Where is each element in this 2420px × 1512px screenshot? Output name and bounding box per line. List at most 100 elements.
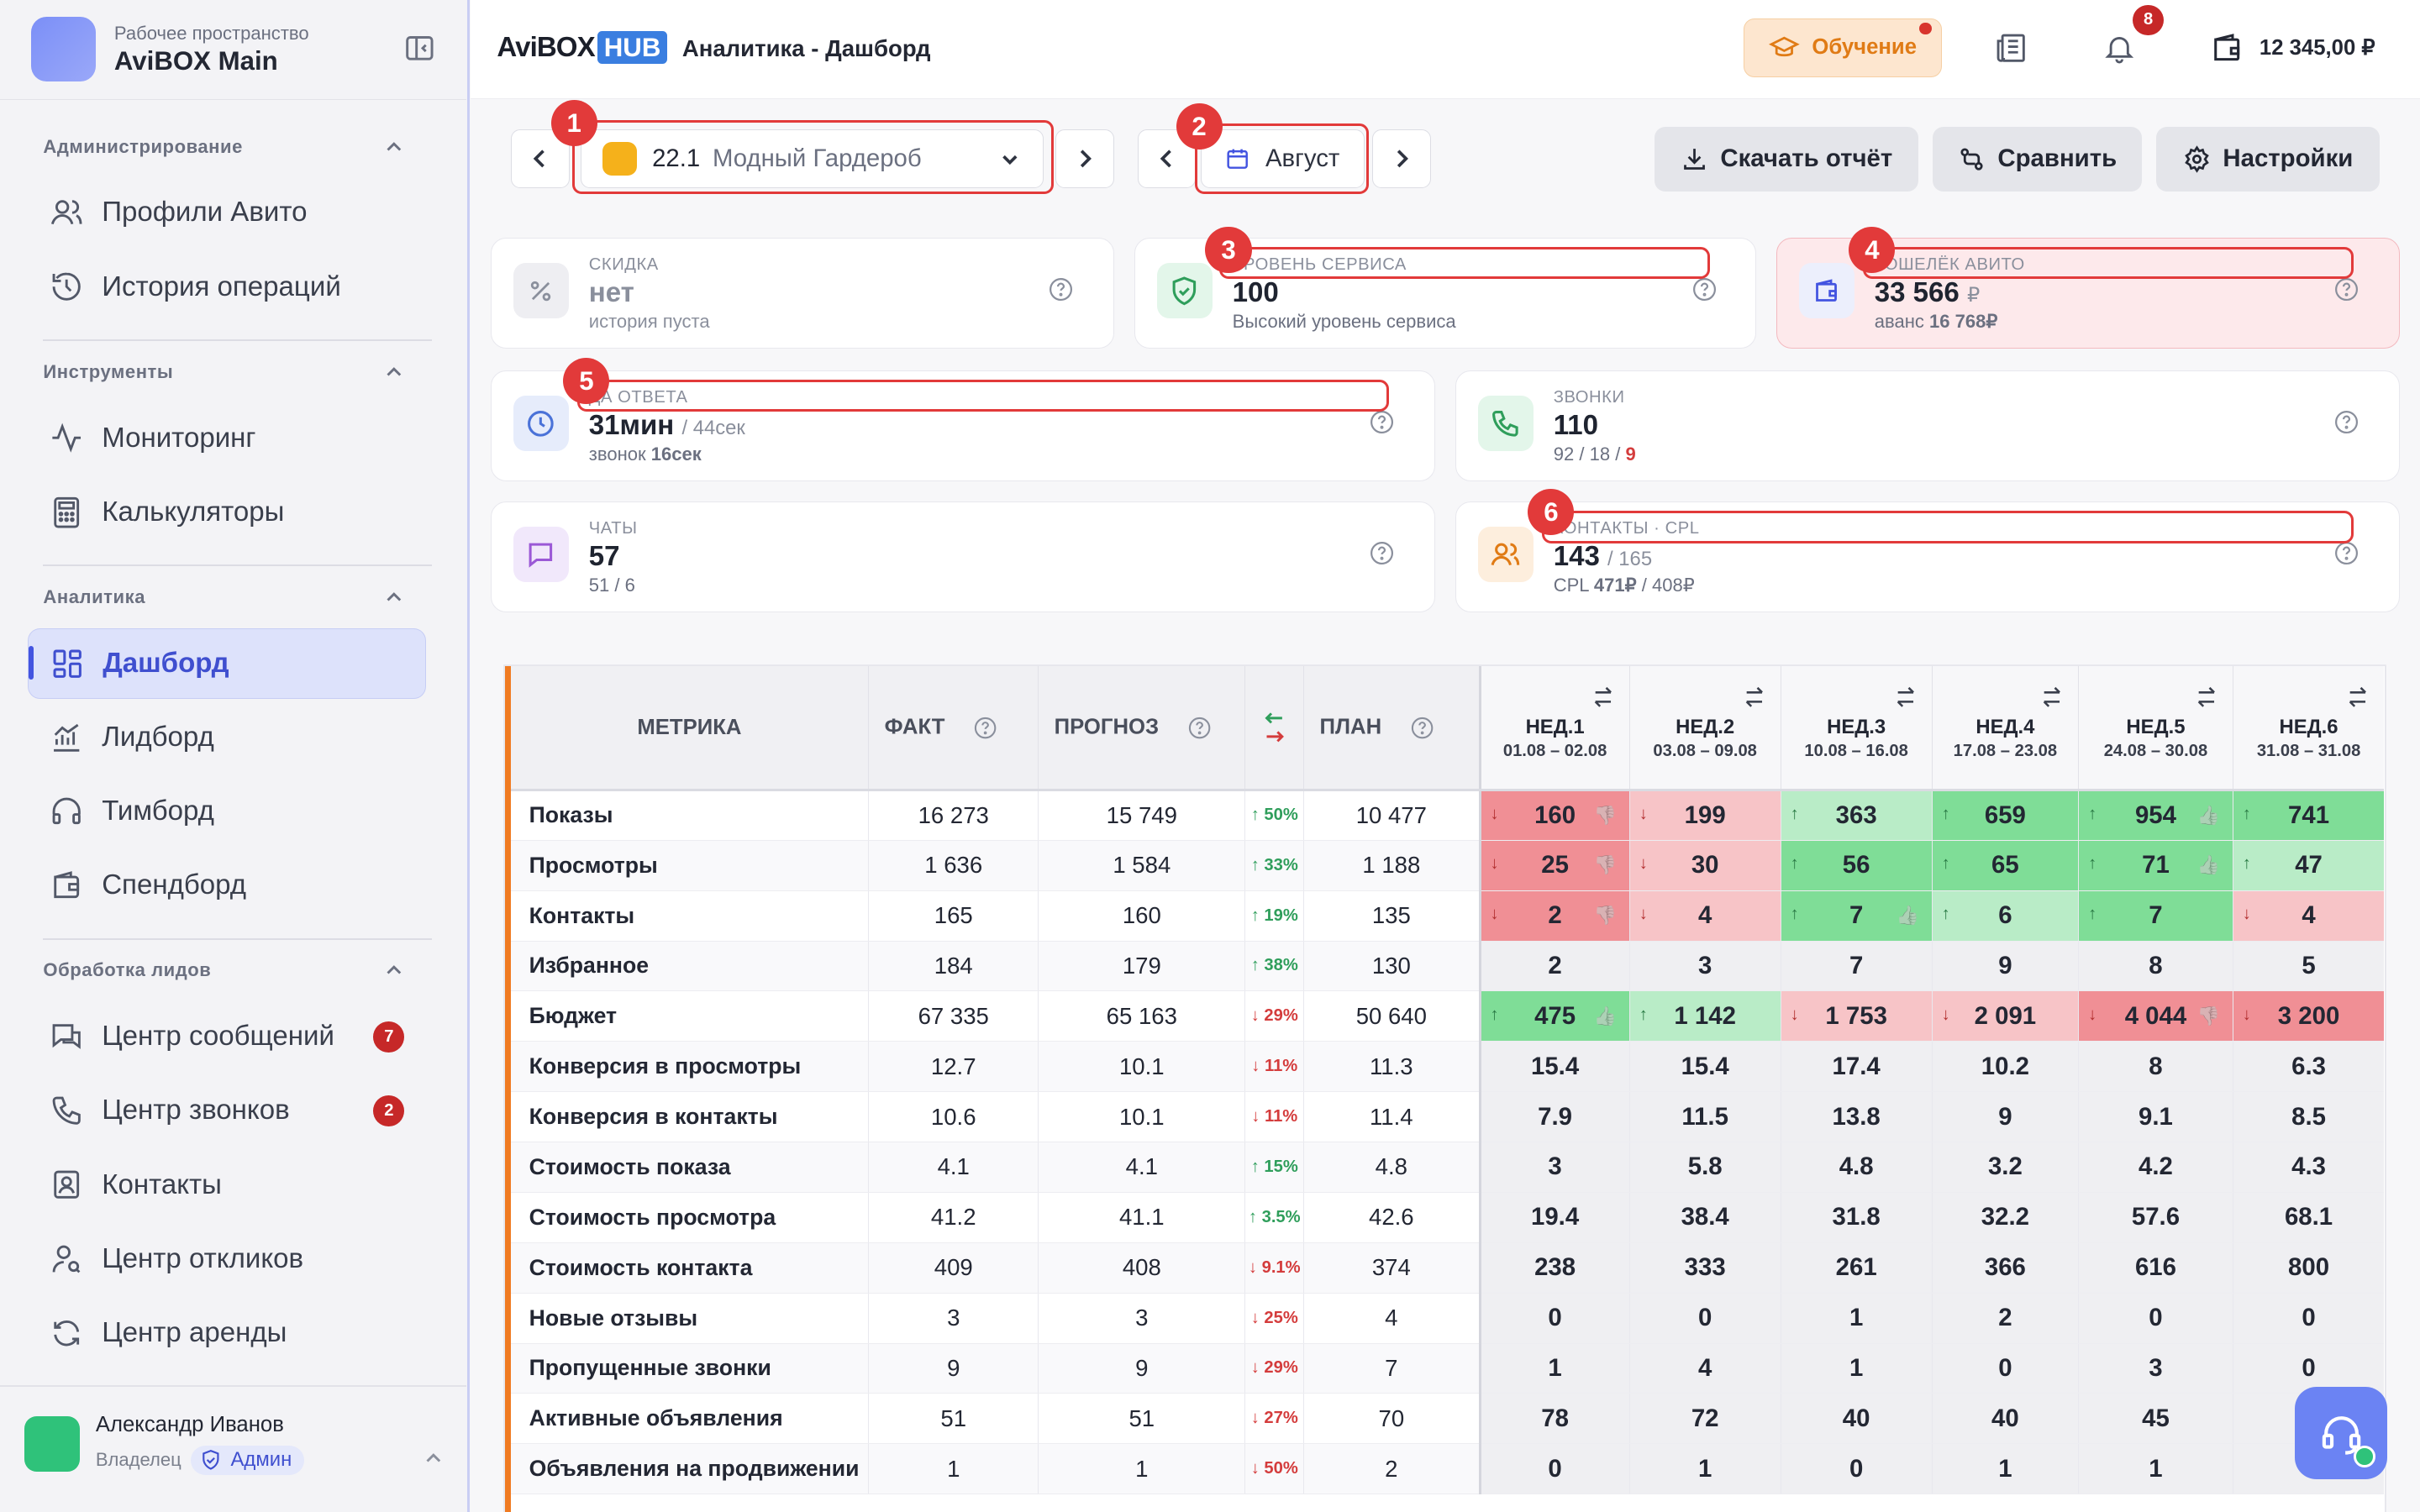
help-icon[interactable] <box>2333 408 2360 436</box>
swap-icon[interactable] <box>1592 686 1614 708</box>
user-profile[interactable]: Александр Иванов Владелец Админ <box>24 1413 304 1475</box>
help-icon <box>1188 717 1211 738</box>
compare-button[interactable]: Сравнить <box>1932 126 2143 192</box>
column-header-week[interactable]: НЕД.2 03.08 – 09.08 <box>1629 666 1781 791</box>
metric-name: Контакты <box>510 890 870 942</box>
table-row[interactable]: Бюджет 67 335 65 163 ↓ 29% 50 640 ↑ 475 👍 ↑ 1 142… <box>510 990 2385 1042</box>
table-row[interactable]: Контакты 165 160 ↑ 19% 135 ↓ 2 👎 ↓ 4 ↑ 7 👍 ↑ 6 ↑ 7 ↓ 4 <box>510 890 2385 942</box>
week-dates: 01.08 – 02.08 <box>1502 742 1607 761</box>
swap-icon[interactable] <box>2196 686 2217 708</box>
user-search-icon <box>52 1245 81 1273</box>
learning-button[interactable]: Обучение <box>1744 18 1942 77</box>
swap-icon[interactable] <box>1895 686 1917 708</box>
table-row[interactable]: Конверсия в просмотры 12.7 10.1 ↓ 11% 11.3 15… <box>510 1041 2385 1093</box>
profile-select[interactable]: 22.1 Модный Гардероб <box>580 129 1044 189</box>
sidebar-item-contacts[interactable]: Контакты <box>28 1149 426 1220</box>
workspace-switcher[interactable]: Рабочее пространство AviBOX Main <box>30 17 309 82</box>
card-subtext: аванс <box>1874 311 1929 333</box>
sidebar-item-messages[interactable]: Центр сообщений 7 <box>28 1001 426 1072</box>
week-value: 616 <box>2078 1242 2233 1294</box>
week-value: 19.4 <box>1478 1192 1630 1243</box>
table-row[interactable]: Показы 16 273 15 749 ↑ 50% 10 477 ↓ 160 👎 ↓ 199 ↑ 3… <box>510 790 2385 841</box>
plan-value: 135 <box>1303 890 1481 942</box>
sidebar-item-calls[interactable]: Центр звонков 2 <box>28 1075 426 1146</box>
sidebar-item-dashboard[interactable]: Дашборд <box>28 627 426 700</box>
help-icon[interactable] <box>1047 276 1075 303</box>
fact-value: 10.6 <box>868 1091 1039 1142</box>
sidebar-item-leadboard[interactable]: Лидборд <box>28 702 426 773</box>
download-report-button[interactable]: Скачать отчёт <box>1654 126 1918 192</box>
week-value: ↑ 741 <box>2233 790 2385 841</box>
table-row[interactable]: Стоимость просмотра 41.2 41.1 ↑ 3.5% 42.6 19.… <box>510 1192 2385 1243</box>
gear-icon <box>2184 144 2209 173</box>
week-value: 32.2 <box>1932 1192 2080 1243</box>
sidebar-item-responses[interactable]: Центр откликов <box>28 1224 426 1294</box>
week-value: 57.6 <box>2078 1192 2233 1243</box>
week-value: 0 <box>1478 1293 1630 1344</box>
help-icon[interactable] <box>1691 276 1718 303</box>
chat-icon <box>513 527 569 583</box>
table-row[interactable]: Конверсия в контакты 10.6 10.1 ↓ 11% 11.4 7.9… <box>510 1091 2385 1142</box>
column-header-week[interactable]: НЕД.5 24.08 – 30.08 <box>2078 666 2233 791</box>
week-value: 78 <box>1478 1393 1630 1445</box>
month-picker[interactable]: Август <box>1200 129 1365 189</box>
sidebar-item-history[interactable]: История операций <box>28 251 426 322</box>
app-logo[interactable]: AviBOX HUB <box>497 30 667 65</box>
toggle-direction-icon[interactable] <box>1244 666 1305 791</box>
swap-icon[interactable] <box>2041 686 2063 708</box>
workspace-logo <box>30 17 96 82</box>
balance[interactable]: 12 345,00 ₽ <box>2210 31 2375 65</box>
column-header-week[interactable]: НЕД.6 31.08 – 31.08 <box>2233 666 2385 791</box>
help-icon[interactable] <box>2333 539 2360 567</box>
week-value: 7.9 <box>1478 1091 1630 1142</box>
sidebar-item-spendboard[interactable]: Спендборд <box>28 850 426 921</box>
messages-icon <box>52 1024 81 1049</box>
sidebar-item-monitoring[interactable]: Мониторинг <box>28 402 426 473</box>
help-icon[interactable] <box>2333 276 2360 303</box>
help-icon <box>1411 717 1434 738</box>
table-row[interactable]: Стоимость показа 4.1 4.1 ↑ 15% 4.8 3 5.8 4.8 3.2… <box>510 1142 2385 1193</box>
divider <box>0 98 466 101</box>
annotation-marker: 6 <box>1528 489 1575 536</box>
arrow-up-icon: ↑ <box>1941 854 1950 874</box>
fact-value: 67 335 <box>868 990 1039 1042</box>
column-header-week[interactable]: НЕД.4 17.08 – 23.08 <box>1932 666 2080 791</box>
table-row[interactable]: Избранное 184 179 ↑ 38% 130 2 3 7 9 8 5 <box>510 941 2385 992</box>
settings-button[interactable]: Настройки <box>2155 126 2381 192</box>
news-icon[interactable] <box>1994 31 2028 65</box>
help-icon[interactable] <box>1368 539 1396 567</box>
column-header-week[interactable]: НЕД.3 10.08 – 16.08 <box>1781 666 1933 791</box>
column-header-week[interactable]: НЕД.1 01.08 – 02.08 <box>1478 666 1630 791</box>
table-row[interactable]: Просмотры 1 636 1 584 ↑ 33% 1 188 ↓ 25 👎 ↓ 30 ↑ 56 ↑… <box>510 840 2385 891</box>
chevron-up-icon[interactable] <box>383 136 405 158</box>
chevron-up-icon[interactable] <box>383 586 405 608</box>
sidebar-item-rent[interactable]: Центр аренды <box>28 1298 426 1368</box>
sidebar-item-calculators[interactable]: Калькуляторы <box>28 477 426 548</box>
card-value-extra: / 165 <box>1607 547 1653 570</box>
chevron-up-icon[interactable] <box>423 1447 445 1469</box>
table-row[interactable]: Новые отзывы 3 3 ↓ 25% 4 0 0 1 2 0 0 <box>510 1293 2385 1344</box>
support-button[interactable] <box>2295 1387 2388 1480</box>
sidebar-collapse-icon[interactable] <box>404 33 435 64</box>
card-label: УРОВЕНЬ СЕРВИСА <box>1232 255 1407 275</box>
next-month-button[interactable] <box>1371 129 1431 189</box>
bell-icon[interactable] <box>2102 31 2136 65</box>
swap-icon[interactable] <box>1744 686 1765 708</box>
sidebar-item-profiles[interactable]: Профили Авито <box>28 177 426 248</box>
chevron-up-icon[interactable] <box>383 361 405 383</box>
contact-card-icon <box>54 1170 79 1200</box>
arrow-down-icon: ↓ <box>2242 1005 2251 1024</box>
help-icon[interactable] <box>1368 408 1396 436</box>
week-value: ↑ 7 👍 <box>1781 890 1933 942</box>
swap-icon[interactable] <box>2347 686 2369 708</box>
sidebar-item-teamboard[interactable]: Тимборд <box>28 776 426 847</box>
table-row[interactable]: Пропущенные звонки 9 9 ↓ 29% 7 1 4 1 0 3 0 <box>510 1343 2385 1394</box>
next-profile-button[interactable] <box>1055 129 1115 189</box>
table-row[interactable]: Активные объявления 51 51 ↓ 27% 70 78 72 40 40 45 <box>510 1393 2385 1445</box>
chevron-up-icon[interactable] <box>383 959 405 981</box>
week-value: 366 <box>1932 1242 2080 1294</box>
plan-value: 50 640 <box>1303 990 1481 1042</box>
table-row[interactable]: Объявления на продвижении 1 1 ↓ 50% 2 0 1 0 1 1 <box>510 1443 2385 1495</box>
table-row[interactable]: Стоимость контакта 409 408 ↓ 9.1% 374 238 333 2… <box>510 1242 2385 1294</box>
card-subtext: 51 / 6 <box>588 575 635 596</box>
